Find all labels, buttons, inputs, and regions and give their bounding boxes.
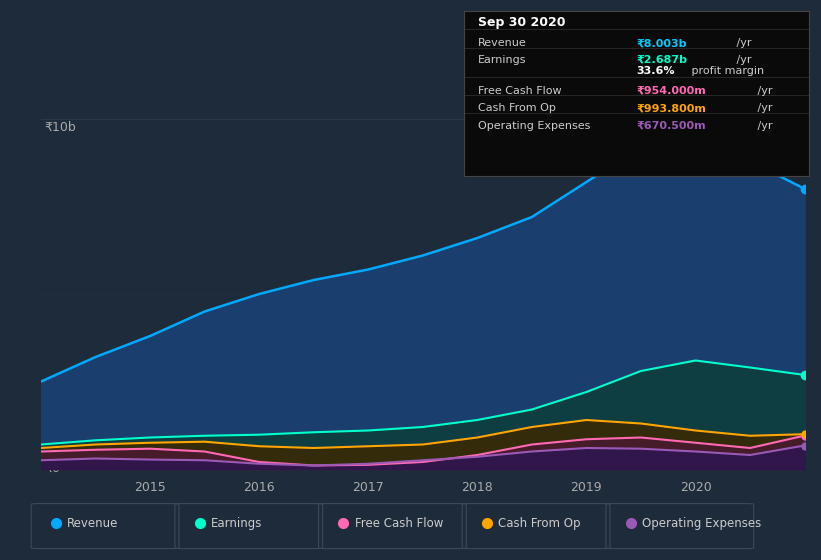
Text: /yr: /yr	[733, 39, 751, 48]
Text: 33.6%: 33.6%	[636, 66, 675, 76]
Text: Earnings: Earnings	[211, 516, 263, 530]
Text: Revenue: Revenue	[478, 39, 526, 48]
Text: /yr: /yr	[733, 55, 751, 65]
Text: Cash From Op: Cash From Op	[498, 516, 580, 530]
Text: ₹10b: ₹10b	[44, 121, 76, 134]
Text: ₹954.000m: ₹954.000m	[636, 86, 706, 96]
Text: ₹8.003b: ₹8.003b	[636, 39, 687, 48]
Text: ₹670.500m: ₹670.500m	[636, 121, 706, 131]
Text: Cash From Op: Cash From Op	[478, 104, 556, 114]
Text: /yr: /yr	[754, 104, 772, 114]
Text: ₹993.800m: ₹993.800m	[636, 104, 706, 114]
Text: /yr: /yr	[754, 121, 772, 131]
Text: Earnings: Earnings	[478, 55, 526, 65]
Text: Operating Expenses: Operating Expenses	[642, 516, 761, 530]
Text: ₹2.687b: ₹2.687b	[636, 55, 687, 65]
Text: Revenue: Revenue	[67, 516, 119, 530]
Text: /yr: /yr	[754, 86, 772, 96]
Text: Free Cash Flow: Free Cash Flow	[478, 86, 562, 96]
Text: profit margin: profit margin	[688, 66, 764, 76]
Text: Operating Expenses: Operating Expenses	[478, 121, 590, 131]
Text: Free Cash Flow: Free Cash Flow	[355, 516, 443, 530]
Text: ₹0: ₹0	[44, 461, 60, 475]
Text: Sep 30 2020: Sep 30 2020	[478, 16, 565, 29]
